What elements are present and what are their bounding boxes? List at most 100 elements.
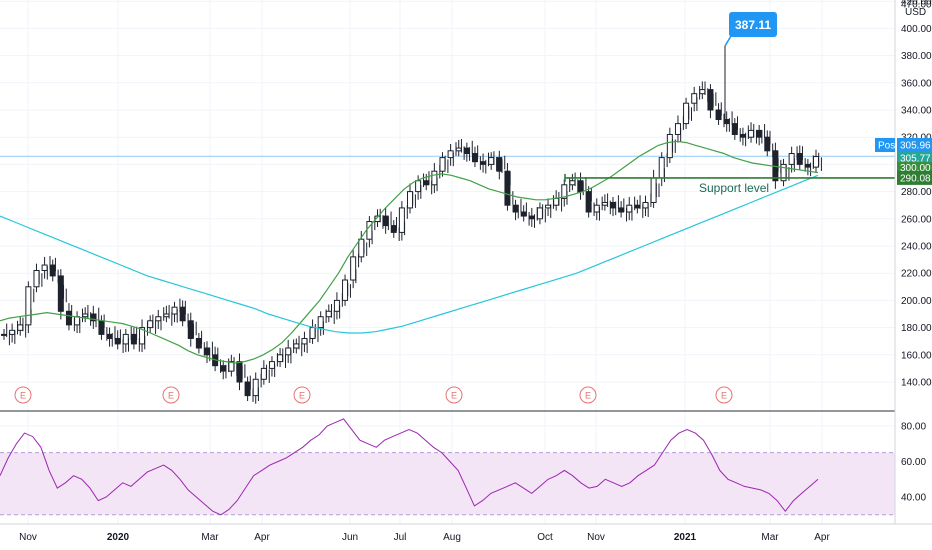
earnings-marker[interactable]: E [293, 386, 311, 404]
post-tag-label: Post [878, 141, 898, 152]
price-tick-label: 240.00 [901, 242, 932, 253]
earnings-marker[interactable]: E [715, 386, 733, 404]
candle-body [707, 89, 714, 111]
candle-body [683, 102, 690, 125]
candle-body [65, 310, 72, 326]
candle-body [626, 204, 633, 213]
moving-average-short [0, 140, 819, 364]
price-tick-label: 160.00 [901, 350, 932, 361]
earnings-marker-circle [162, 386, 180, 404]
candle-body [528, 215, 535, 220]
candle-body [431, 170, 438, 186]
candle-body [1, 333, 7, 336]
rsi-tick-label: 60.00 [901, 457, 926, 468]
candle-body [439, 157, 446, 172]
earnings-marker-circle [715, 386, 733, 404]
candle-body [512, 204, 519, 213]
candle-body [415, 180, 422, 193]
candle-body [293, 343, 300, 349]
hidden-price-tag-bg [897, 162, 932, 172]
time-tick-label: Jun [342, 532, 358, 543]
candle-body [650, 177, 657, 203]
candle-body [788, 153, 795, 165]
time-axis[interactable]: Nov 2020 Mar Apr Jun Jul Aug Oct Nov 2021 Mar Apr [19, 532, 830, 543]
candle-body [691, 93, 698, 104]
candle-body [504, 170, 511, 206]
price-axis[interactable]: 140.00 160.00 180.00 200.00 220.00 240.00 260.… [901, 0, 932, 389]
time-tick-label: Apr [254, 532, 270, 543]
price-tick-label: 220.00 [901, 269, 932, 280]
price-tick-label: 180.00 [901, 323, 932, 334]
candle-body [260, 367, 267, 380]
candle-body [520, 211, 527, 217]
candle-body [423, 180, 430, 186]
candle-body [796, 153, 803, 165]
earnings-marker-circle [579, 386, 597, 404]
candle-body [236, 361, 243, 383]
candle-body [82, 313, 89, 318]
price-tick-label: 400.00 [901, 24, 932, 35]
candle-body [642, 201, 649, 209]
candle-body [106, 333, 113, 339]
earnings-marker-label: E [585, 391, 591, 401]
candle-body [195, 337, 202, 349]
candle-body [463, 147, 470, 155]
earnings-marker-label: E [721, 391, 727, 401]
candle-body [333, 299, 340, 312]
candle-body [610, 201, 616, 209]
peak-callout-value: 387.11 [735, 18, 771, 32]
time-tick-label: Nov [587, 532, 605, 543]
time-tick-label: 2020 [107, 532, 130, 543]
post-tag-label-bg [875, 138, 895, 152]
candle-body [49, 264, 56, 277]
candle-body [756, 129, 763, 138]
price-tags: Post 305.96 305.77 300.00 290.08 [875, 138, 932, 185]
earnings-marker-circle [445, 386, 463, 404]
support-level-label: Support level [699, 181, 769, 195]
last-price-tag: 305.77 [900, 154, 931, 165]
price-tick-label: 140.00 [901, 378, 932, 389]
candle-body [309, 327, 316, 339]
candle-body [577, 180, 584, 193]
price-tick-label: 360.00 [901, 78, 932, 89]
price-tick-label: 470.00 [901, 0, 932, 11]
earnings-marker-label: E [451, 391, 457, 401]
candle-body [382, 215, 389, 227]
earnings-marker[interactable]: E [162, 386, 180, 404]
candle-body [285, 347, 292, 356]
candle-body [9, 329, 16, 335]
candle-body [471, 153, 478, 163]
earnings-marker[interactable]: E [14, 386, 32, 404]
support-price-tag: 290.08 [900, 173, 931, 184]
rsi-axis[interactable]: 40.00 60.00 80.00 [901, 422, 926, 504]
candle-body [171, 306, 178, 315]
candle-body [220, 365, 227, 372]
peak-callout[interactable]: 387.11 [724, 12, 777, 47]
price-tick-label: 340.00 [901, 106, 932, 117]
earnings-marker[interactable]: E [445, 386, 463, 404]
earnings-marker[interactable]: E [579, 386, 597, 404]
last-price-tag-bg [897, 151, 932, 165]
post-price-tag: 305.96 [900, 141, 931, 152]
price-tick-label: 260.00 [901, 214, 932, 225]
time-tick-label: Mar [201, 532, 219, 543]
support-price-tag-bg [897, 170, 932, 185]
candle-body [447, 150, 454, 159]
candle-body [699, 89, 706, 95]
price-tick-label: 200.00 [901, 296, 932, 307]
chart-grid [0, 0, 895, 524]
candle-body [634, 204, 641, 209]
candle-body [674, 123, 681, 135]
candle-body [398, 207, 405, 233]
time-tick-label: Apr [814, 532, 830, 543]
time-tick-label: Mar [761, 532, 779, 543]
time-tick-label: 2021 [674, 532, 697, 543]
candle-body [325, 310, 332, 318]
candle-body [731, 123, 738, 135]
candle-body [268, 361, 275, 369]
earnings-marker-circle [14, 386, 32, 404]
peak-callout-box [729, 12, 777, 37]
price-tick-label: 380.00 [901, 51, 932, 62]
